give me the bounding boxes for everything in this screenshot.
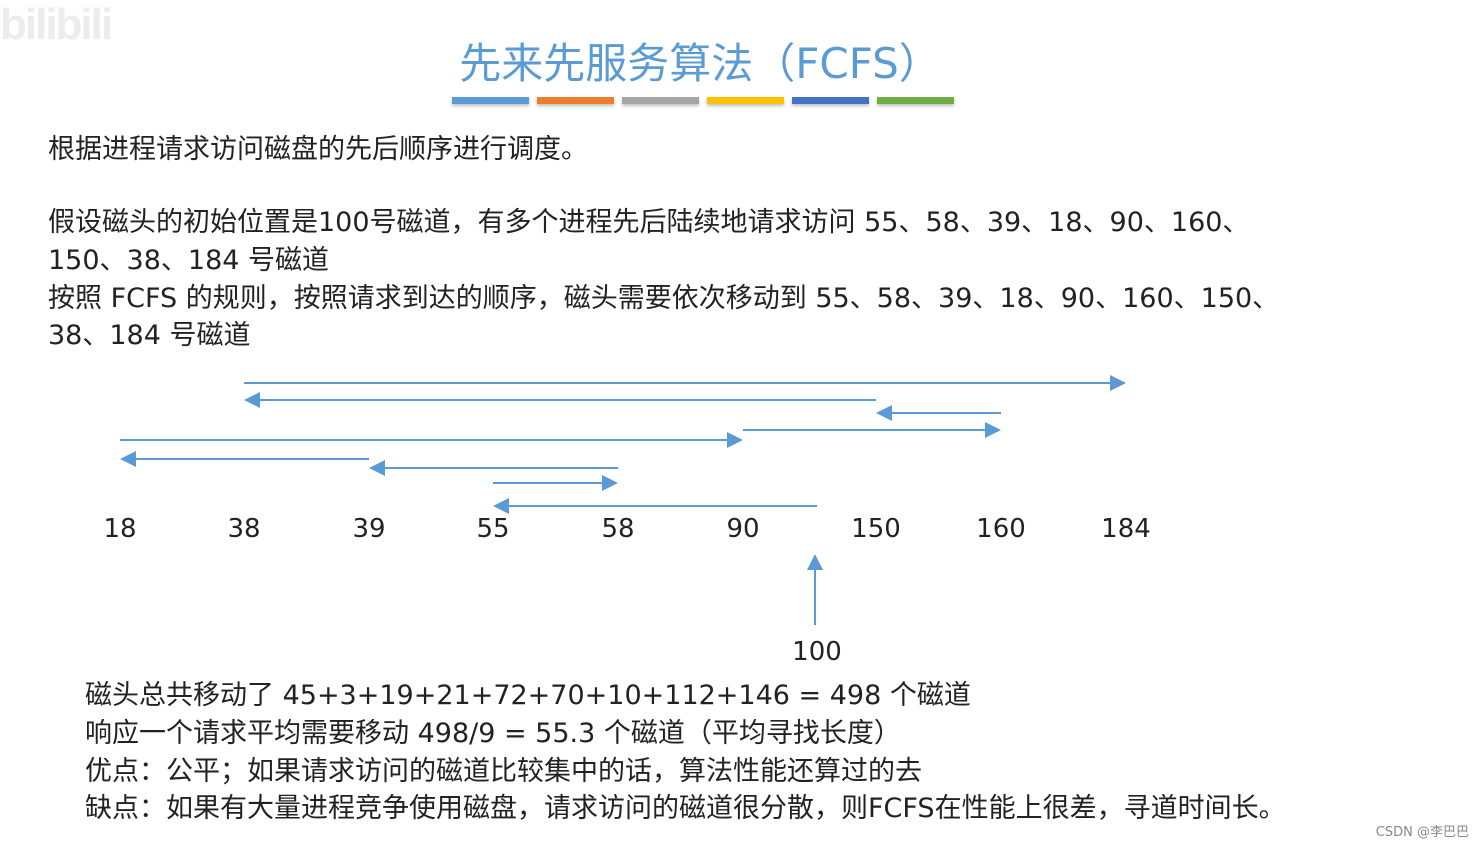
summary-total: 磁头总共移动了 45+3+19+21+72+70+10+112+146 = 49… xyxy=(85,680,971,711)
summary-cons: 缺点：如果有大量进程竞争使用磁盘，请求访问的磁道很分散，则FCFS在性能上很差，… xyxy=(85,793,1286,824)
summary-pros: 优点：公平；如果请求访问的磁道比较集中的话，算法性能还算过的去 xyxy=(85,756,922,787)
title-color-bars xyxy=(452,97,954,104)
track-label: 38 xyxy=(227,514,261,544)
color-bar xyxy=(707,97,784,104)
paragraph: 38、184 号磁道 xyxy=(48,320,251,351)
track-label: 184 xyxy=(1101,514,1151,544)
color-bar xyxy=(452,97,529,104)
bilibili-watermark-logo: bilibili xyxy=(0,0,113,49)
track-label: 58 xyxy=(601,514,635,544)
paragraph: 根据进程请求访问磁盘的先后顺序进行调度。 xyxy=(48,134,588,165)
color-bar xyxy=(622,97,699,104)
paragraph: 150、38、184 号磁道 xyxy=(48,245,330,276)
track-label: 150 xyxy=(851,514,901,544)
slide-title: 先来先服务算法（FCFS） xyxy=(459,39,941,88)
color-bar xyxy=(877,97,954,104)
track-label: 90 xyxy=(726,514,760,544)
start-track-label: 100 xyxy=(792,637,842,667)
summary-average: 响应一个请求平均需要移动 498/9 = 55.3 个磁道（平均寻找长度） xyxy=(85,718,901,749)
track-label: 55 xyxy=(476,514,510,544)
paragraph: 按照 FCFS 的规则，按照请求到达的顺序，磁头需要依次移动到 55、58、39… xyxy=(48,283,1280,314)
csdn-credit: CSDN @李巴巴 xyxy=(1375,825,1469,840)
track-label: 39 xyxy=(352,514,386,544)
track-label: 18 xyxy=(103,514,137,544)
track-label: 160 xyxy=(976,514,1026,544)
paragraph: 假设磁头的初始位置是100号磁道，有多个进程先后陆续地请求访问 55、58、39… xyxy=(48,207,1250,238)
color-bar xyxy=(537,97,614,104)
color-bar xyxy=(792,97,869,104)
